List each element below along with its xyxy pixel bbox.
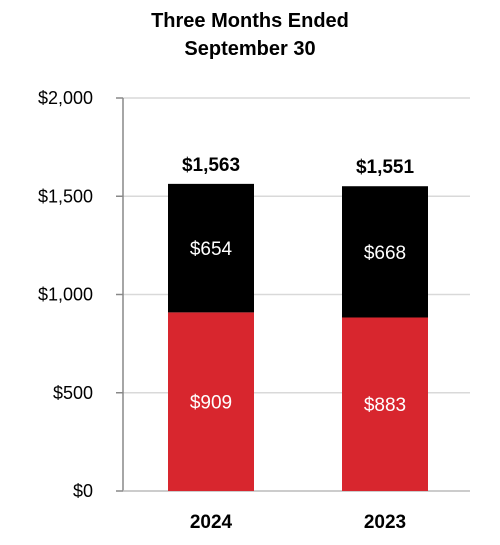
bar-segment-upper <box>168 183 254 313</box>
x-category-label: 2023 <box>364 512 406 533</box>
y-tick-label: $1,000 <box>38 285 93 305</box>
chart-title-line-2: September 30 <box>184 38 315 60</box>
x-category-label: 2024 <box>190 512 233 533</box>
bar-segment-lower <box>168 312 254 491</box>
y-tick-label: $2,000 <box>38 88 93 108</box>
segment-value-label: $883 <box>364 395 406 416</box>
segment-value-label: $668 <box>364 243 406 264</box>
data-labels: $909 $654 $1,563 2024 $883 $668 $1,551 2023 <box>182 155 415 533</box>
y-tick-label: $1,500 <box>38 186 93 206</box>
bar-segment-upper <box>342 186 428 318</box>
chart-title-line-1: Three Months Ended <box>151 10 349 32</box>
segment-value-label: $909 <box>190 393 232 414</box>
y-tick-label: $0 <box>73 481 93 501</box>
segment-value-label: $654 <box>190 239 233 260</box>
bars <box>168 183 428 491</box>
bar-segment-lower <box>342 317 428 491</box>
total-value-label: $1,551 <box>356 157 415 178</box>
y-axis: $0 $500 $1,000 $1,500 $2,000 <box>38 88 470 501</box>
total-value-label: $1,563 <box>182 155 240 176</box>
y-tick-label: $500 <box>53 383 93 403</box>
